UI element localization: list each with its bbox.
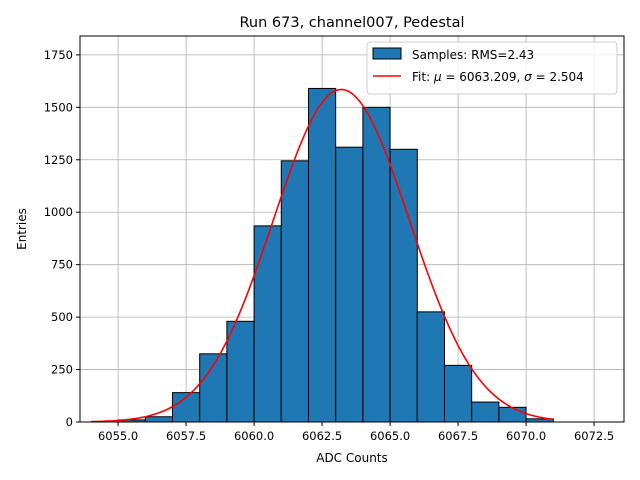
legend: Samples: RMS=2.43 Fit: μ = 6063.209, σ =… [366, 41, 618, 95]
x-tick-label: 6072.5 [574, 429, 614, 443]
legend-fit-sigma-value: = 2.504 [532, 70, 584, 84]
legend-histogram-label: Samples: RMS=2.43 [412, 48, 534, 62]
histogram-bar [416, 311, 445, 423]
x-tick-label: 6055.0 [98, 429, 138, 443]
legend-histogram-swatch [372, 47, 402, 60]
histogram-bar [144, 416, 173, 423]
legend-fit-sigma-symbol: σ [524, 70, 532, 84]
y-tick-label: 1750 [44, 48, 73, 62]
legend-fit-prefix: Fit: [412, 70, 434, 84]
fit-curve-layer [90, 88, 554, 423]
y-tick-label: 250 [51, 363, 73, 377]
x-tick-label: 6060.0 [234, 429, 274, 443]
histogram-bar [307, 87, 337, 423]
x-tick-label: 6065.0 [370, 429, 410, 443]
histogram-bar [389, 148, 418, 423]
x-axis-label: ADC Counts [316, 451, 388, 465]
chart-title: Run 673, channel007, Pedestal [239, 15, 464, 31]
legend-box [366, 41, 618, 95]
histogram-bar [498, 406, 527, 423]
y-tick-label: 1500 [44, 100, 73, 114]
legend-fit-mu-symbol: μ [433, 70, 442, 84]
y-tick-label: 1250 [44, 153, 73, 167]
y-tick-label: 500 [51, 310, 73, 324]
plot-area-frame [79, 35, 625, 423]
y-axis-label: Entries [15, 208, 29, 250]
x-tick-label: 6070.0 [506, 429, 546, 443]
histogram-bar [226, 320, 255, 423]
x-tick-label: 6067.5 [438, 429, 478, 443]
y-tick-label: 0 [66, 415, 73, 429]
legend-fit-label: Fit: μ = 6063.209, σ = 2.504 [412, 70, 584, 84]
y-tick-label: 750 [51, 258, 73, 272]
x-axis-ticks: 6055.0 6057.5 6060.0 6062.5 6065.0 6067.5 6070… [98, 422, 614, 443]
histogram-bar [280, 160, 309, 423]
histogram-bar [253, 225, 282, 423]
x-tick-label: 6062.5 [302, 429, 342, 443]
legend-fit-mu-value: = 6063.209, [442, 70, 525, 84]
histogram-bar [443, 364, 473, 423]
x-tick-label: 6057.5 [166, 429, 206, 443]
histogram-bar [471, 401, 500, 423]
fit-curve [90, 88, 554, 423]
y-axis-ticks: 0 250 500 750 1000 1250 1500 1750 [44, 48, 80, 429]
histogram-bar [335, 146, 364, 423]
y-tick-label: 1000 [44, 205, 73, 219]
histogram-bars [117, 87, 554, 423]
